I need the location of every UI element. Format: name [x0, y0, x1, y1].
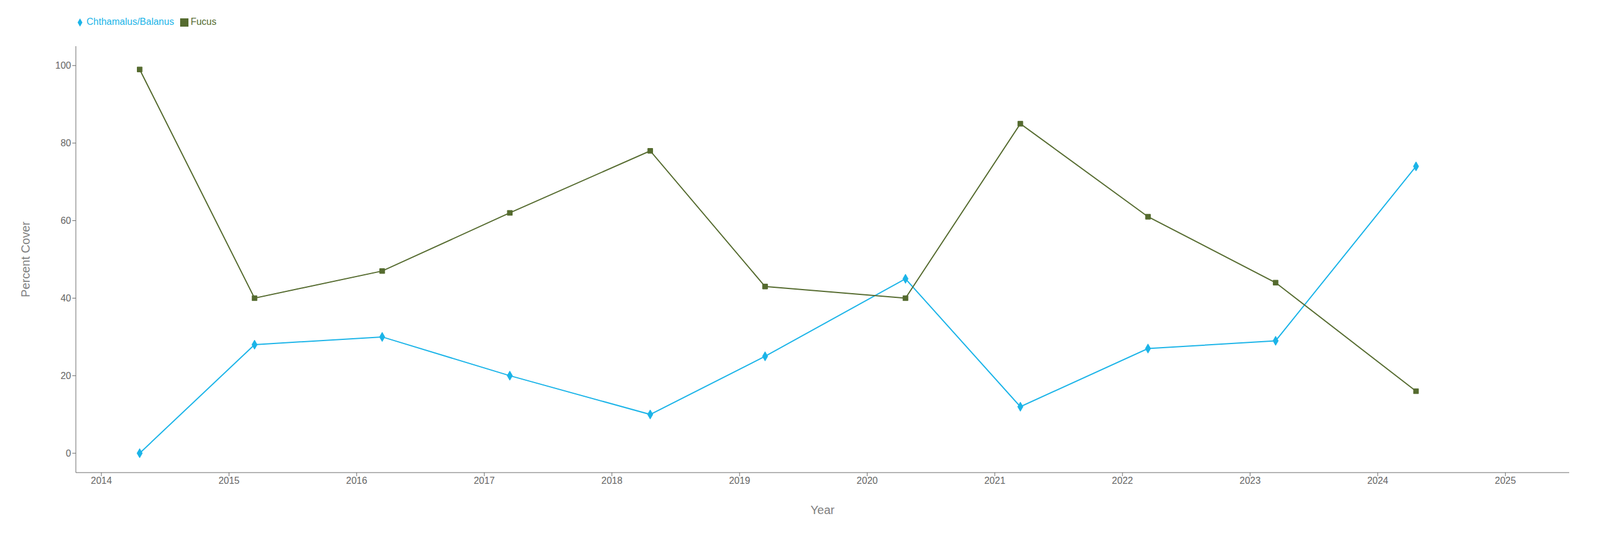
svg-text:100: 100 [55, 60, 72, 71]
svg-text:2020: 2020 [856, 475, 879, 486]
svg-text:2022: 2022 [1111, 475, 1134, 486]
svg-text:2024: 2024 [1367, 475, 1389, 486]
svg-text:2018: 2018 [601, 475, 623, 486]
svg-text:2015: 2015 [218, 475, 240, 486]
svg-text:Year: Year [810, 503, 835, 517]
html-text:Chthamalus/Balanus: Chthamalus/Balanus [86, 16, 174, 27]
html-text:Fucus: Fucus [190, 16, 217, 27]
svg-text:Percent Cover: Percent Cover [18, 221, 32, 298]
svg-text:2021: 2021 [984, 475, 1006, 486]
svg-text:20: 20 [60, 370, 72, 382]
svg-text:40: 40 [60, 293, 72, 304]
svg-text:2025: 2025 [1495, 475, 1517, 486]
svg-text:2016: 2016 [346, 475, 368, 486]
svg-text:2019: 2019 [728, 475, 751, 486]
svg-text:2014: 2014 [90, 475, 112, 486]
svg-text:60: 60 [60, 215, 72, 226]
svg-text:0: 0 [65, 448, 72, 459]
svg-text:2023: 2023 [1239, 475, 1262, 486]
svg-text:2017: 2017 [473, 475, 495, 486]
svg-text:80: 80 [60, 138, 72, 149]
